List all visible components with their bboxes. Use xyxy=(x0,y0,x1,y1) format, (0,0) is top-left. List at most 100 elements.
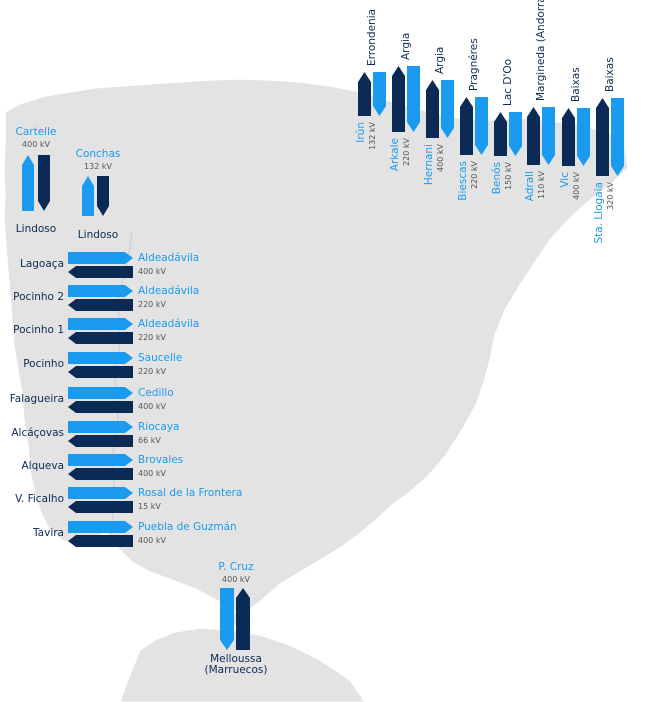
es-substation-label: Sta. Llogaia xyxy=(593,182,605,244)
es-substation-label: Riocaya xyxy=(138,421,180,433)
voltage-label: 400 kV xyxy=(572,171,581,199)
import-arrow xyxy=(68,252,133,264)
es-substation-label: Cedillo xyxy=(138,387,174,399)
ma-substation-label: Melloussa (Marruecos) xyxy=(205,653,268,676)
voltage-label: 150 kV xyxy=(504,161,513,189)
pt-link-pocinho-2-aldeadavila: Pocinho 2151308Aldeadávila220 kV xyxy=(13,285,199,311)
es-substation-label: Vic xyxy=(559,172,571,188)
voltage-label: 220 kV xyxy=(138,333,166,342)
pt-substation-label: Lagoaça xyxy=(20,258,64,270)
import-arrow xyxy=(509,112,522,156)
es-substation-label: Puebla de Guzmán xyxy=(138,521,237,533)
fr-substation-label: Baixas xyxy=(604,57,616,92)
voltage-label: 400 kV xyxy=(22,140,50,149)
es-substation-label: Aldeadávila xyxy=(138,285,199,297)
import-arrow xyxy=(407,66,420,132)
export-arrow xyxy=(426,80,439,138)
fr-substation-label: Pragnéres xyxy=(468,38,480,91)
import-arrow xyxy=(68,352,133,364)
import-arrow xyxy=(373,72,386,116)
es-substation-label: Rosal de la Frontera xyxy=(138,487,242,499)
fr-substation-label: Lac D'Oo xyxy=(502,59,514,106)
voltage-label: 400 kV xyxy=(222,575,250,584)
export-arrow xyxy=(562,108,575,166)
voltage-label: 132 kV xyxy=(368,121,377,149)
es-substation-label: Aldeadávila xyxy=(138,252,199,264)
es-substation-label: Benós xyxy=(491,162,503,194)
es-substation-label: Saucelle xyxy=(138,352,182,364)
voltage-label: 15 kV xyxy=(138,502,161,511)
pt-substation-label: Falagueira xyxy=(10,393,64,405)
pt-substation-label: Pocinho 1 xyxy=(13,324,64,336)
voltage-label: 132 kV xyxy=(84,162,112,171)
export-arrow xyxy=(68,266,133,278)
voltage-label: 400 kV xyxy=(138,402,166,411)
export-arrow xyxy=(460,97,473,155)
import-arrow xyxy=(68,387,133,399)
es-substation-label: Hernani xyxy=(423,144,435,185)
voltage-label: 400 kV xyxy=(138,536,166,545)
es-substation-label: Arkale xyxy=(389,138,401,171)
import-arrow xyxy=(577,108,590,166)
es-substation-label: Brovales xyxy=(138,454,183,466)
export-arrow xyxy=(68,366,133,378)
export-arrow xyxy=(68,332,133,344)
import-arrow xyxy=(68,521,133,533)
es-substation-label: Conchas xyxy=(76,148,121,160)
voltage-label: 400 kV xyxy=(436,143,445,171)
pt-substation-label: Pocinho xyxy=(23,358,64,370)
voltage-label: 66 kV xyxy=(138,436,161,445)
es-substation-label: Biescas xyxy=(457,161,469,201)
voltage-label: 110 kV xyxy=(537,170,546,198)
es-substation-label: P. Cruz xyxy=(218,561,254,573)
fr-substation-label: Errondenia xyxy=(366,9,378,66)
import-arrow xyxy=(68,454,133,466)
import-arrow xyxy=(82,176,94,216)
import-arrow xyxy=(68,318,133,330)
export-arrow xyxy=(236,588,250,650)
voltage-label: 400 kV xyxy=(138,267,166,276)
voltage-label: 220 kV xyxy=(470,160,479,188)
import-arrow xyxy=(611,98,624,176)
import-arrow xyxy=(542,107,555,165)
voltage-label: 220 kV xyxy=(138,300,166,309)
import-arrow xyxy=(68,285,133,297)
voltage-label: 220 kV xyxy=(402,137,411,165)
export-arrow xyxy=(68,401,133,413)
morocco-landmass xyxy=(119,627,366,702)
export-arrow xyxy=(38,155,50,211)
pt-substation-label: Tavira xyxy=(32,527,64,539)
pt-substation-label: Alqueva xyxy=(21,460,64,472)
export-arrow xyxy=(392,66,405,132)
import-arrow xyxy=(68,421,133,433)
pt-substation-label: Lindoso xyxy=(16,223,56,235)
es-substation-label: Cartelle xyxy=(16,126,57,138)
import-arrow xyxy=(475,97,488,155)
export-arrow xyxy=(68,535,133,547)
export-arrow xyxy=(97,176,109,216)
export-arrow xyxy=(358,72,371,116)
fr-substation-label: Argia xyxy=(434,47,446,74)
es-substation-label: Irún xyxy=(355,122,367,143)
fr-link-lac-d-oo-benos: Lac D'Oo00Benós150 kV xyxy=(491,59,521,194)
fr-substation-label: Argia xyxy=(400,33,412,60)
export-arrow xyxy=(68,501,133,513)
export-arrow xyxy=(494,112,507,156)
import-arrow xyxy=(220,588,234,650)
voltage-label: 400 kV xyxy=(138,469,166,478)
fr-substation-label: Margineda (Andorra) xyxy=(535,0,547,101)
pt-substation-label: V. Ficalho xyxy=(15,493,64,505)
pt-substation-label: Pocinho 2 xyxy=(13,291,64,303)
export-arrow xyxy=(68,468,133,480)
pt-substation-label: Alcáçovas xyxy=(11,427,64,439)
voltage-label: 320 kV xyxy=(606,181,615,209)
export-arrow xyxy=(68,435,133,447)
import-arrow xyxy=(22,155,34,211)
import-arrow xyxy=(441,80,454,138)
es-substation-label: Adrall xyxy=(524,171,536,201)
fr-substation-label: Baixas xyxy=(570,67,582,102)
es-substation-label: Aldeadávila xyxy=(138,318,199,330)
import-arrow xyxy=(68,487,133,499)
pt-link-alcacovas-riocaya: Alcáçovas00Riocaya66 kV xyxy=(11,421,179,447)
